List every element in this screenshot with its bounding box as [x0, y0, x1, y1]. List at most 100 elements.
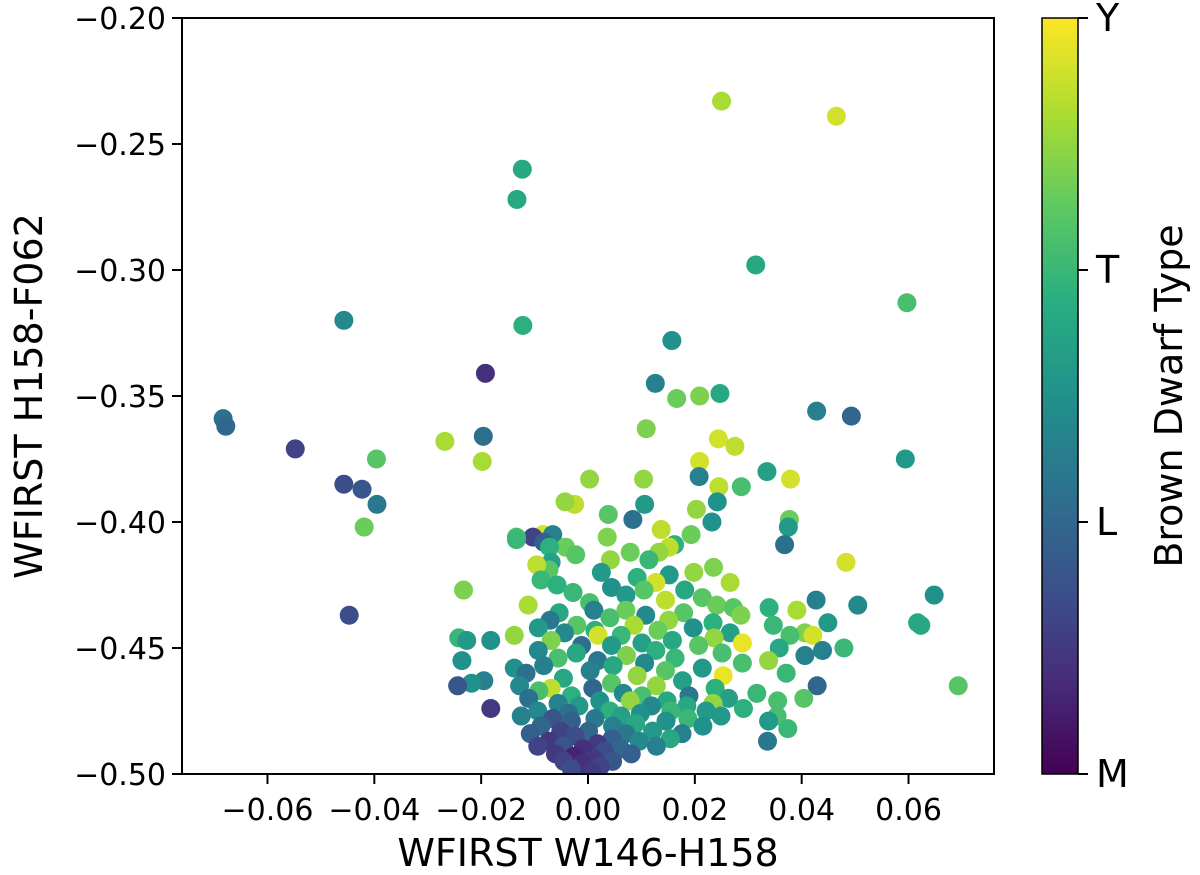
data-point [674, 603, 694, 623]
data-point [746, 255, 766, 275]
data-point [759, 651, 779, 671]
data-point [616, 585, 636, 605]
data-point [511, 706, 531, 726]
data-point [548, 648, 568, 668]
data-point [528, 618, 548, 638]
data-point [768, 691, 788, 711]
data-point [506, 530, 526, 550]
x-tick-label: 0.06 [875, 793, 942, 828]
data-point [645, 373, 665, 393]
data-point [643, 721, 663, 741]
data-point [757, 731, 777, 751]
data-point [472, 452, 492, 472]
data-point [639, 550, 659, 570]
data-point [807, 401, 827, 421]
data-point [708, 429, 728, 449]
data-point [452, 651, 472, 671]
data-point [759, 598, 779, 618]
data-point [624, 615, 644, 635]
data-point [597, 527, 617, 547]
data-points [213, 91, 968, 774]
data-point [795, 646, 815, 666]
data-point [806, 590, 826, 610]
data-point [435, 431, 455, 451]
data-point [732, 633, 752, 653]
data-point [675, 580, 695, 600]
data-point [704, 628, 724, 648]
colorbar-ticks: M L T Y [1078, 0, 1129, 796]
data-point [584, 600, 604, 620]
x-tick-label: −0.04 [328, 793, 420, 828]
x-axis-title: WFIRST W146-H158 [397, 831, 778, 875]
data-point [775, 535, 795, 555]
data-point [776, 663, 796, 683]
data-point [334, 474, 354, 494]
data-point [547, 575, 567, 595]
data-point [591, 562, 611, 582]
data-point [354, 517, 374, 537]
data-point [692, 658, 712, 678]
data-point [780, 469, 800, 489]
colorbar-tick-label: T [1095, 248, 1120, 292]
data-point [710, 383, 730, 403]
x-tick-label: −0.06 [222, 793, 314, 828]
data-point [473, 426, 493, 446]
data-point [655, 590, 675, 610]
data-point [216, 416, 236, 436]
data-point [689, 467, 709, 487]
data-point [540, 537, 560, 557]
x-tick-label: −0.02 [435, 793, 527, 828]
data-point [448, 676, 468, 696]
y-tick-label: −0.40 [74, 506, 166, 541]
data-point [588, 625, 608, 645]
data-point [759, 711, 779, 731]
data-point [787, 600, 807, 620]
data-point [600, 608, 620, 628]
data-point [684, 562, 704, 582]
data-point [561, 759, 581, 774]
data-point [711, 706, 731, 726]
data-point [702, 512, 722, 532]
data-point [655, 661, 675, 681]
data-point [818, 613, 838, 633]
data-point [512, 159, 532, 179]
y-tick-label: −0.45 [74, 632, 166, 667]
data-point [513, 315, 533, 335]
data-point [778, 719, 798, 739]
data-point [705, 678, 725, 698]
data-point [924, 585, 944, 605]
data-point [528, 736, 548, 756]
data-point [367, 494, 387, 514]
data-point [621, 744, 641, 764]
data-point [826, 106, 846, 126]
data-point [763, 615, 783, 635]
data-point [712, 91, 732, 111]
plot-frame [181, 17, 995, 775]
data-point [696, 701, 716, 721]
data-point [541, 630, 561, 650]
data-point [911, 615, 931, 635]
data-point [339, 605, 359, 625]
data-point [616, 646, 636, 666]
data-point [673, 671, 693, 691]
data-point [528, 641, 548, 661]
x-tick-label: 0.02 [661, 793, 728, 828]
data-point [836, 552, 856, 572]
data-point [507, 189, 527, 209]
data-point [334, 310, 354, 330]
data-point [457, 630, 477, 650]
data-point [848, 595, 868, 615]
data-point [704, 557, 724, 577]
data-point [725, 436, 745, 456]
data-point [634, 580, 654, 600]
data-point [683, 618, 703, 638]
data-point [897, 293, 917, 313]
data-point [616, 600, 636, 620]
x-tick-label: 0.04 [768, 793, 835, 828]
data-point [646, 736, 666, 756]
colorbar-tick-label: Y [1095, 0, 1120, 40]
data-point [623, 509, 643, 529]
data-point [504, 625, 524, 645]
data-point [602, 635, 622, 655]
data-point [481, 698, 501, 718]
